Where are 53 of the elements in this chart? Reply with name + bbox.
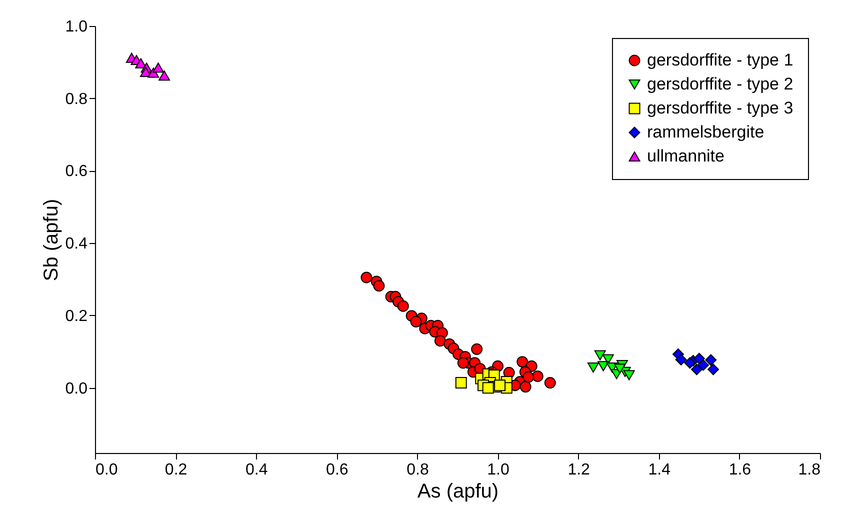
legend-label: gersdorffite - type 1: [647, 50, 794, 70]
legend-label: rammelsbergite: [647, 122, 764, 142]
point: [532, 370, 544, 382]
y-tick-label: 0.8: [65, 90, 88, 108]
point: [675, 354, 687, 366]
y-tick-label: 1.0: [65, 18, 88, 36]
point: [410, 316, 422, 328]
y-axis-title: Sb (apfu): [40, 198, 62, 282]
point: [614, 364, 626, 374]
x-tick-label: 0.2: [164, 462, 188, 478]
point: [520, 381, 532, 393]
x-tick-label: 0.6: [326, 462, 348, 478]
point: [522, 371, 534, 383]
x-tick-label: 0.8: [406, 462, 429, 478]
x-tick-label: 0.0: [96, 462, 118, 478]
point: [544, 377, 556, 389]
x-tick-label: 1.8: [798, 462, 821, 478]
y-tick-label: 0.2: [65, 308, 88, 325]
legend-label: gersdorffite - type 3: [647, 98, 794, 118]
point: [691, 364, 702, 376]
x-axis-title: As (apfu): [417, 480, 499, 502]
point: [140, 66, 152, 77]
y-tick-label: 0.4: [65, 236, 88, 253]
point: [623, 370, 635, 380]
point: [705, 354, 717, 366]
x-tick-label: 1.6: [728, 462, 752, 478]
point: [587, 362, 599, 373]
x-tick-label: 1.2: [568, 462, 590, 478]
point: [594, 350, 606, 360]
point: [516, 356, 528, 368]
x-tick-label: 1.4: [648, 462, 671, 478]
point: [373, 280, 385, 292]
point: [397, 300, 409, 312]
point: [697, 359, 709, 371]
point: [693, 352, 705, 364]
point: [482, 382, 494, 394]
x-tick-label: 0.4: [245, 462, 268, 478]
point: [455, 377, 467, 389]
point: [471, 343, 483, 355]
y-tick-label: 0.6: [65, 163, 88, 180]
point: [708, 364, 720, 376]
point: [360, 272, 372, 284]
point: [457, 357, 469, 369]
y-tick-label: 0.0: [65, 380, 88, 398]
legend-label: gersdorffite - type 2: [647, 74, 794, 94]
legend-label: ullmannite: [647, 146, 724, 166]
x-tick-label: 1.0: [487, 462, 510, 478]
point: [434, 335, 446, 347]
point: [158, 70, 170, 81]
point: [598, 361, 610, 372]
point: [684, 357, 696, 369]
point: [494, 380, 506, 392]
point: [152, 62, 164, 73]
